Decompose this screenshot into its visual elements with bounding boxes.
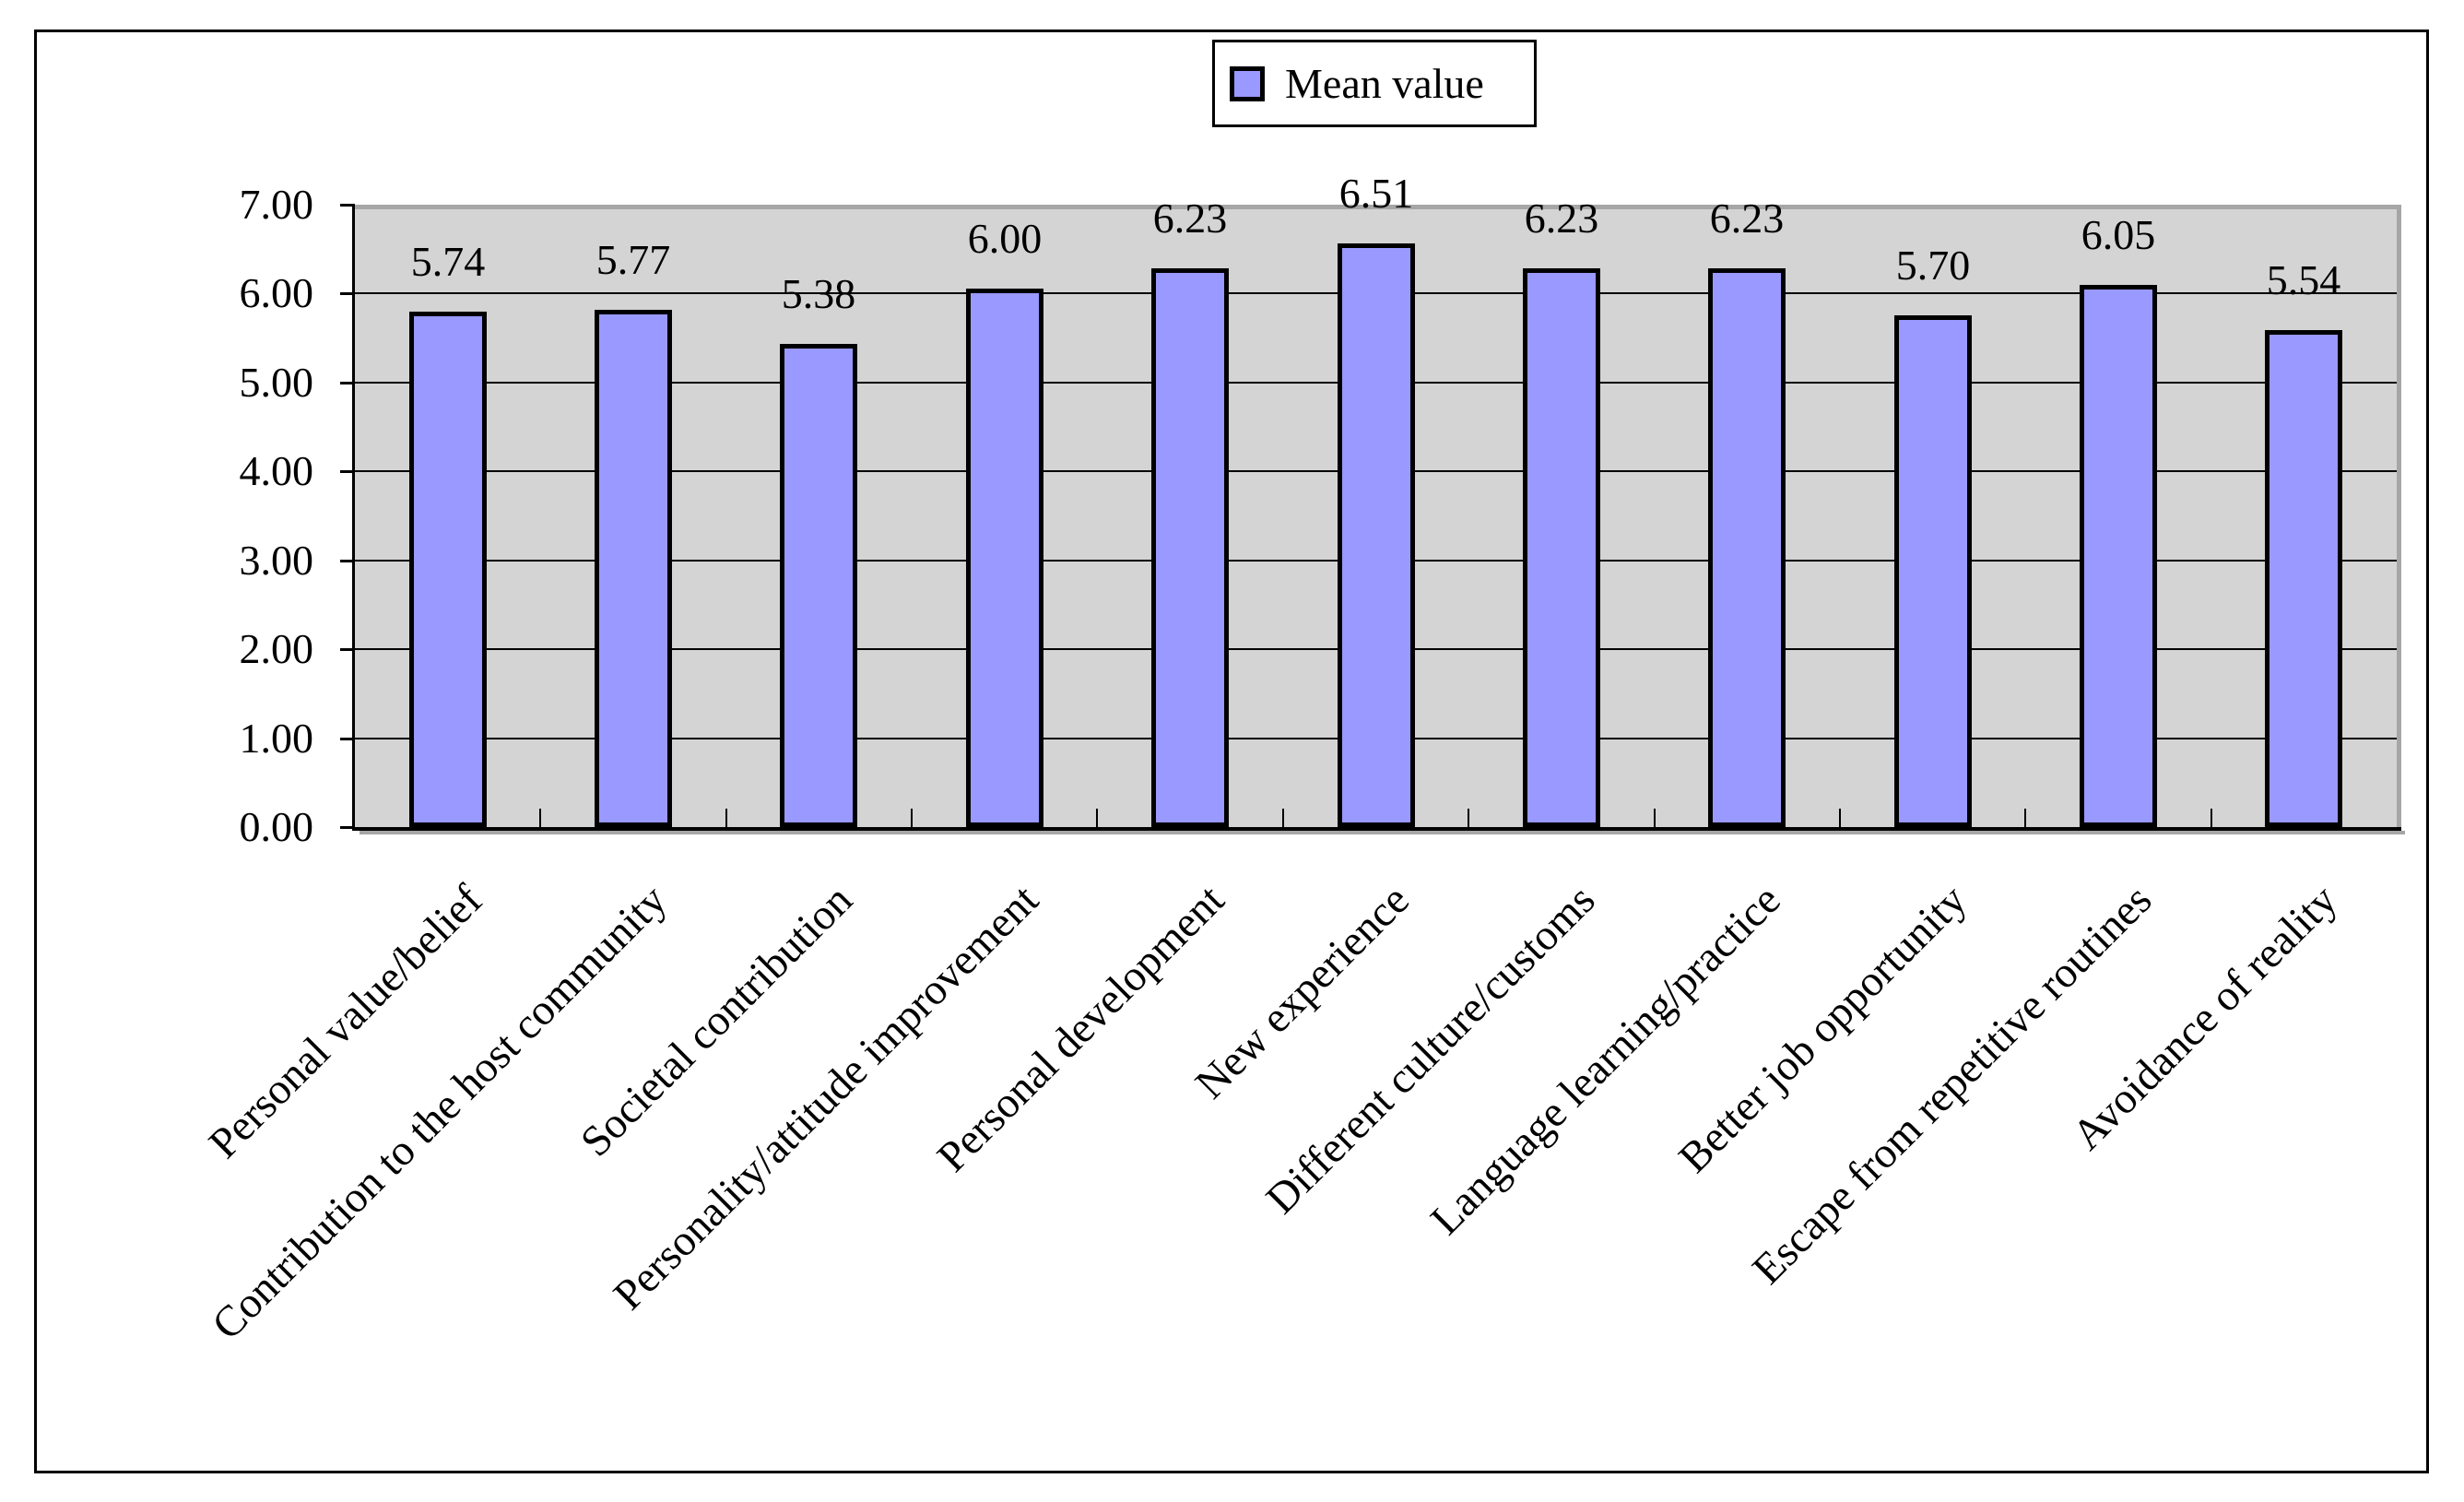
bar-value-label: 6.23 — [1152, 195, 1228, 242]
y-axis-tick — [340, 559, 355, 562]
x-axis-shadow — [360, 831, 2405, 834]
y-axis-tick-label: 1.00 — [239, 714, 314, 762]
y-axis-tick — [340, 826, 355, 829]
x-axis-tick — [2024, 809, 2026, 827]
y-axis-line — [352, 205, 355, 831]
plot-area-right-border — [2397, 205, 2401, 831]
y-axis-tick — [340, 470, 355, 474]
legend-label: Mean value — [1285, 59, 1484, 107]
bar — [409, 312, 487, 827]
bar — [1338, 243, 1415, 827]
bar — [1894, 315, 1972, 827]
bar-value-label: 6.05 — [2081, 211, 2156, 258]
x-axis-line — [352, 827, 2401, 831]
x-axis-tick — [725, 809, 727, 827]
y-axis-tick-label: 6.00 — [239, 269, 314, 317]
y-axis-tick — [340, 381, 355, 384]
bar — [2265, 330, 2342, 827]
bar-value-label: 5.74 — [410, 238, 486, 285]
bar-value-label: 6.23 — [1524, 195, 1599, 242]
bar-value-label: 5.77 — [595, 236, 671, 283]
x-axis-tick — [1282, 809, 1284, 827]
bar — [966, 289, 1043, 827]
x-axis-tick — [2211, 809, 2212, 827]
legend: Mean value — [1212, 40, 1537, 127]
y-axis-tick-label: 5.00 — [239, 358, 314, 406]
bar — [595, 310, 672, 827]
y-axis-tick-label: 3.00 — [239, 536, 314, 584]
x-axis-tick — [1468, 809, 1469, 827]
x-axis-tick — [539, 809, 541, 827]
legend-swatch-icon — [1230, 65, 1265, 101]
y-axis-tick — [340, 737, 355, 740]
y-axis-tick-label: 7.00 — [239, 181, 314, 228]
bar — [1523, 268, 1600, 827]
y-axis-tick-label: 2.00 — [239, 625, 314, 673]
bar-value-label: 6.51 — [1338, 170, 1414, 217]
bar-value-label: 5.70 — [1895, 242, 1971, 289]
bar-value-label: 5.38 — [781, 270, 856, 317]
bar — [780, 344, 857, 827]
x-axis-tick — [1654, 809, 1656, 827]
plot-area-top-border — [355, 205, 2401, 209]
x-axis-tick — [1839, 809, 1841, 827]
bar-value-label: 6.23 — [1709, 195, 1785, 242]
y-axis-tick-label: 0.00 — [239, 803, 314, 850]
y-axis-tick — [340, 204, 355, 207]
y-axis-tick-label: 4.00 — [239, 447, 314, 495]
x-axis-tick — [1096, 809, 1098, 827]
y-axis-tick — [340, 292, 355, 296]
bar-value-label: 6.00 — [967, 215, 1043, 262]
y-axis-tick — [340, 648, 355, 652]
bar-value-label: 5.54 — [2266, 256, 2341, 303]
bar — [2080, 285, 2157, 827]
bar — [1708, 268, 1786, 827]
bar — [1151, 268, 1229, 827]
x-axis-tick — [911, 809, 913, 827]
